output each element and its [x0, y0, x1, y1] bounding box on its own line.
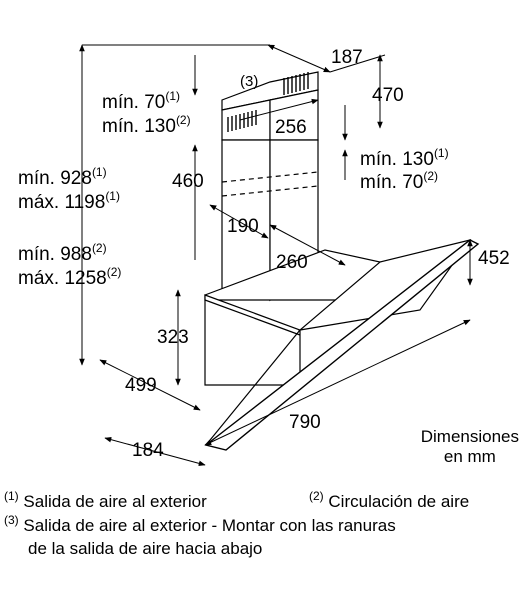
label-sup: (1): [165, 89, 181, 103]
label-text: mín. 130: [102, 116, 176, 137]
label-text: mín. 130: [360, 149, 434, 170]
dim-790: 790: [289, 412, 321, 433]
label-text: mín. 988: [18, 244, 92, 265]
label-text: mín. 928: [18, 168, 92, 189]
label-sup: (2): [106, 265, 122, 279]
label-sup: (1): [433, 146, 449, 160]
legend-marker-2: (2): [309, 489, 324, 503]
label-min-928-1: mín. 928(1): [18, 166, 107, 189]
note-3-marker: (3): [240, 73, 259, 90]
label-sup: (2): [423, 169, 439, 183]
label-sup: (2): [175, 113, 191, 127]
legend-row-2: (2) Circulación de aire: [309, 489, 470, 512]
dim-460: 460: [172, 171, 204, 192]
dim-260: 260: [276, 252, 308, 273]
label-text: máx. 1198: [18, 192, 106, 213]
dim-470: 470: [372, 85, 404, 106]
label-sup: (1): [91, 165, 107, 179]
vent-grille-left: [227, 110, 257, 132]
label-min-988-2: mín. 988(2): [18, 242, 107, 265]
legend-text-1: Salida de aire al exterior: [23, 492, 207, 511]
units-note: Dimensiones en mm: [421, 427, 519, 467]
legend-marker-1: (1): [4, 489, 19, 503]
label-min-130-2: mín. 130(2): [102, 114, 191, 137]
label-right-min-70-2: mín. 70(2): [360, 170, 438, 193]
hood-dimension-drawing: [79, 44, 480, 467]
label-max-1258-2: máx. 1258(2): [18, 266, 121, 289]
dim-187: 187: [331, 47, 363, 68]
dim-256: 256: [275, 117, 307, 138]
units-line-2: en mm: [443, 447, 496, 466]
vent-grille-right: [283, 72, 309, 95]
chimney-upper: [221, 71, 319, 141]
legend-text-3b: de la salida de aire hacia abajo: [28, 539, 263, 558]
dim-499: 499: [125, 375, 157, 396]
legend-row-1: (1) Salida de aire al exterior: [4, 489, 207, 512]
label-sup: (1): [105, 189, 120, 203]
legend-marker-3: (3): [4, 513, 19, 527]
legend-text-3: Salida de aire al exterior - Montar con …: [23, 516, 396, 535]
label-text: mín. 70: [360, 172, 424, 193]
legend-text-2: Circulación de aire: [328, 492, 470, 511]
label-text: mín. 70: [102, 92, 166, 113]
dim-323: 323: [157, 327, 189, 348]
units-line-1: Dimensiones: [420, 427, 519, 446]
dim-452: 452: [478, 248, 510, 269]
label-min-70-1: mín. 70(1): [102, 90, 180, 113]
legend-row-3b: de la salida de aire hacia abajo: [28, 539, 262, 559]
dim-190: 190: [227, 216, 259, 237]
dim-184: 184: [132, 440, 164, 461]
legend-row-3: (3) Salida de aire al exterior - Montar …: [4, 513, 396, 536]
label-right-min-130-1: mín. 130(1): [360, 147, 449, 170]
label-max-1198-1: máx. 1198(1): [18, 190, 120, 213]
dimension-lines: [79, 44, 473, 467]
label-sup: (2): [91, 241, 107, 255]
label-text: máx. 1258: [18, 268, 107, 289]
